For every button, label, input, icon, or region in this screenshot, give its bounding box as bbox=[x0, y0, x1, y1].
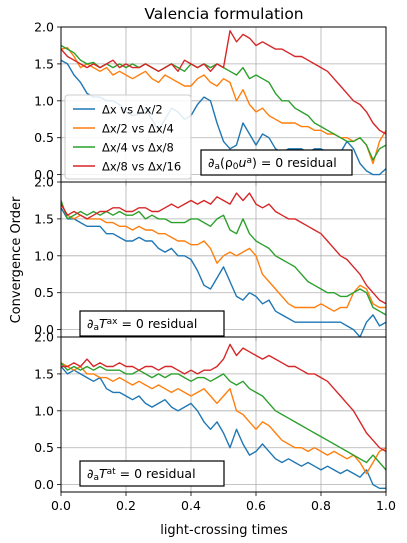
series-line-4 bbox=[61, 30, 386, 135]
y-tick-label: 1.0 bbox=[34, 93, 54, 108]
annotation: ∂aTat = 0 residual bbox=[79, 460, 225, 487]
series-line-3 bbox=[61, 362, 386, 471]
legend-label: Δx/8 vs Δx/16 bbox=[102, 160, 181, 174]
y-tick-label: 1.5 bbox=[34, 211, 54, 226]
y-tick-label: 2.0 bbox=[34, 175, 54, 190]
y-tick-label: 0.5 bbox=[34, 440, 54, 455]
x-axis-label: light-crossing times bbox=[160, 523, 288, 538]
series-line-2 bbox=[61, 362, 386, 475]
series-line-1 bbox=[61, 207, 386, 337]
annotation: ∂a(ρ0ua) = 0 residual bbox=[200, 149, 353, 176]
series-line-1 bbox=[61, 366, 386, 489]
x-tick-label: 0.8 bbox=[311, 498, 331, 513]
y-tick-label: 1.0 bbox=[34, 403, 54, 418]
y-tick-label: 0.0 bbox=[34, 322, 54, 337]
annotation-box bbox=[79, 460, 225, 487]
annotation-box bbox=[200, 149, 353, 176]
legend-label: Δx/2 vs Δx/4 bbox=[102, 122, 174, 136]
annotation-text: ∂aTat = 0 residual bbox=[87, 466, 196, 483]
y-tick-label: 2.0 bbox=[34, 20, 54, 35]
series-line-4 bbox=[61, 343, 386, 453]
series-group bbox=[61, 192, 386, 337]
axes-frame bbox=[60, 336, 387, 493]
y-tick-label: 0.5 bbox=[34, 285, 54, 300]
x-tick-label: 0.6 bbox=[246, 498, 266, 513]
legend-label: Δx vs Δx/2 bbox=[102, 103, 163, 117]
x-tick-label: 1.0 bbox=[376, 498, 396, 513]
series-line-3 bbox=[61, 200, 386, 316]
panel-1: 0.0 0.5 1.0 1.5 2.0 Δx vs Δx/2 Δx/2 vs Δx/4 Δx/… bbox=[34, 20, 387, 186]
legend: Δx vs Δx/2 Δx/2 vs Δx/4 Δx/4 vs Δx/8 Δx/8 v… bbox=[64, 94, 192, 180]
legend-label: Δx/4 vs Δx/8 bbox=[102, 141, 174, 155]
panel-2: 0.0 0.5 1.0 1.5 2.0 ∂aTax = 0 residual bbox=[34, 175, 387, 341]
series-line-2 bbox=[61, 47, 386, 165]
x-tick-label: 0.4 bbox=[181, 498, 201, 513]
annotation: ∂aTax = 0 residual bbox=[79, 310, 225, 337]
series-group bbox=[61, 343, 386, 489]
annotation-text: ∂a(ρ0ua) = 0 residual bbox=[208, 155, 337, 172]
legend-box bbox=[64, 94, 192, 180]
y-tick-label: 0.0 bbox=[34, 477, 54, 492]
x-tick-label: 0.2 bbox=[116, 498, 136, 513]
y-tick-label: 0.5 bbox=[34, 130, 54, 145]
y-tick-label: 1.5 bbox=[34, 366, 54, 381]
annotation-text: ∂aTax = 0 residual bbox=[87, 316, 197, 333]
x-tick-label: 0.0 bbox=[51, 498, 71, 513]
figure-title: Valencia formulation bbox=[144, 5, 303, 23]
y-tick-label: 2.0 bbox=[34, 330, 54, 345]
annotation-box bbox=[79, 310, 225, 337]
y-tick-label: 0.0 bbox=[34, 167, 54, 182]
y-tick-label: 1.0 bbox=[34, 248, 54, 263]
panel-3: 0.0 0.5 1.0 1.5 2.0 0.0 0.2 0.4 0.6 0.8 1.0 ∂aTat =… bbox=[34, 330, 396, 514]
y-axis-label: Convergence Order bbox=[9, 196, 24, 323]
y-tick-label: 1.5 bbox=[34, 56, 54, 71]
panels: 0.0 0.5 1.0 1.5 2.0 Δx vs Δx/2 Δx/2 vs Δx/4 Δx/… bbox=[34, 20, 396, 514]
series-line-4 bbox=[61, 192, 386, 305]
series-line-2 bbox=[61, 203, 386, 312]
